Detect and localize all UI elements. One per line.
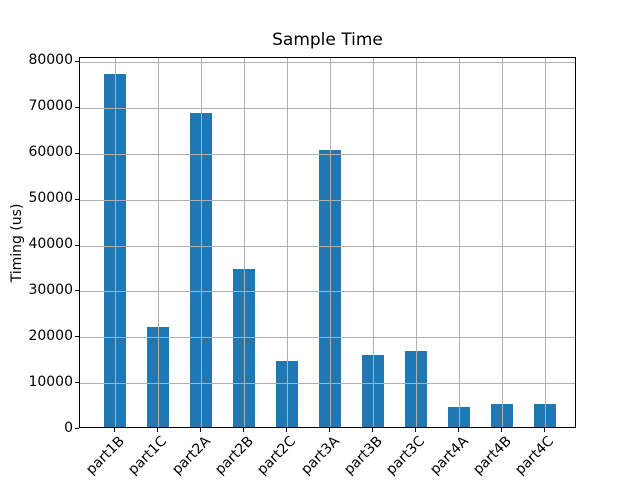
vertical-gridline — [544, 58, 546, 427]
y-tick-mark — [75, 428, 79, 429]
vertical-gridline — [157, 58, 159, 427]
grid-layer — [80, 58, 575, 427]
x-tick-label: part2C — [254, 433, 300, 479]
horizontal-gridline — [80, 153, 575, 155]
y-tick-label: 0 — [64, 419, 73, 436]
y-tick-label: 40000 — [28, 236, 73, 252]
vertical-gridline — [286, 58, 288, 427]
chart-title: Sample Time — [272, 30, 383, 50]
x-tick-mark — [113, 428, 115, 432]
horizontal-gridline — [80, 245, 575, 247]
horizontal-gridline — [80, 199, 575, 201]
x-tick-mark — [543, 428, 545, 432]
x-tick-mark — [457, 428, 459, 432]
y-tick-mark — [75, 336, 79, 338]
x-tick-mark — [285, 428, 287, 432]
vertical-gridline — [243, 58, 245, 427]
y-tick-label: 70000 — [28, 98, 73, 115]
vertical-gridline — [329, 58, 331, 427]
y-tick-label: 80000 — [28, 52, 73, 69]
horizontal-gridline — [80, 337, 575, 339]
vertical-gridline — [458, 58, 460, 427]
x-tick-label: part1B — [82, 433, 128, 479]
vertical-gridline — [200, 58, 202, 427]
vertical-gridline — [415, 58, 417, 427]
horizontal-gridline — [80, 107, 575, 109]
x-tick-mark — [242, 428, 244, 432]
x-tick-label: part4A — [426, 433, 472, 478]
horizontal-gridline — [80, 291, 575, 293]
y-tick-mark — [75, 198, 79, 200]
y-tick-label: 50000 — [28, 190, 73, 207]
y-tick-mark — [75, 60, 79, 62]
horizontal-gridline — [80, 61, 575, 63]
x-tick-mark — [199, 428, 201, 432]
vertical-gridline — [114, 58, 116, 427]
x-tick-label: part4C — [512, 433, 558, 479]
x-tick-mark — [414, 428, 416, 432]
x-tick-mark — [500, 428, 502, 432]
plot-area — [79, 57, 576, 428]
y-tick-mark — [75, 382, 79, 384]
vertical-gridline — [372, 58, 374, 427]
x-tick-mark — [328, 428, 330, 432]
y-tick-mark — [75, 244, 79, 246]
x-tick-label: part3C — [383, 433, 429, 479]
x-tick-mark — [156, 428, 158, 432]
y-tick-label: 30000 — [28, 281, 73, 298]
x-tick-label: part1C — [125, 433, 171, 479]
x-tick-label: part3B — [340, 433, 386, 479]
x-tick-mark — [371, 428, 373, 432]
x-tick-label: part3A — [297, 433, 343, 478]
x-tick-label: part2B — [211, 433, 257, 479]
vertical-gridline — [501, 58, 503, 427]
x-tick-label: part4B — [469, 433, 515, 479]
y-tick-label: 60000 — [28, 144, 73, 161]
y-tick-label: 20000 — [28, 327, 73, 344]
y-tick-label: 10000 — [28, 373, 73, 390]
horizontal-gridline — [80, 383, 575, 385]
y-tick-mark — [75, 106, 79, 108]
x-tick-label: part2A — [168, 433, 214, 478]
y-tick-mark — [75, 152, 79, 154]
y-tick-mark — [75, 290, 79, 292]
